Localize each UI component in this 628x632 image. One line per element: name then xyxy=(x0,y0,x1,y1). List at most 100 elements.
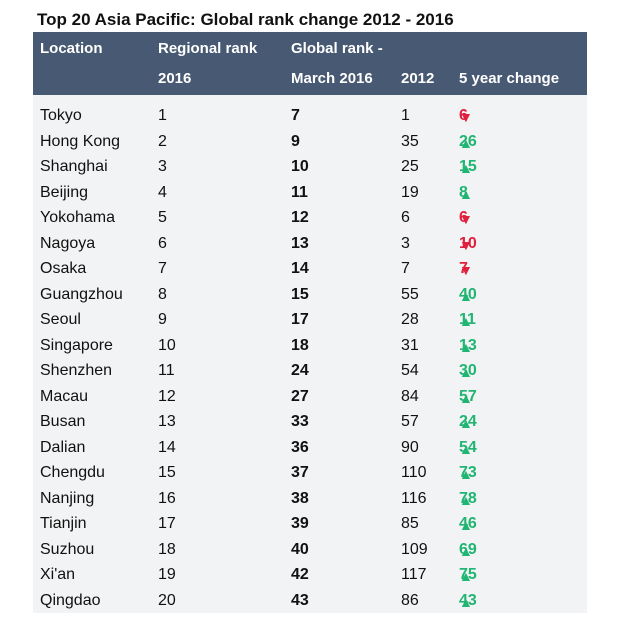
cell-rank-2012: 25 xyxy=(401,158,419,175)
table-row: Guangzhou 8 15 55 ▲ 40 xyxy=(33,282,587,308)
cell-global-rank: 11 xyxy=(291,183,308,201)
cell-regional-rank: 6 xyxy=(158,234,167,252)
change-value: 11 xyxy=(459,311,476,328)
table-row: Hong Kong 2 9 35 ▲ 26 xyxy=(33,129,587,155)
cell-location: Hong Kong xyxy=(40,132,121,150)
cell-global-rank: 15 xyxy=(291,285,309,303)
cell-rank-2012: 1 xyxy=(401,107,410,124)
cell-rank-2012: 31 xyxy=(401,336,419,354)
up-triangle-icon: ▲ xyxy=(459,542,473,559)
change-value: 46 xyxy=(459,515,477,532)
table-row: Singapore 10 18 31 ▲ 13 xyxy=(33,333,587,359)
cell-location: Nagoya xyxy=(40,234,96,252)
up-triangle-icon: ▲ xyxy=(459,415,473,431)
up-triangle-icon: ▲ xyxy=(459,313,473,329)
cell-global-rank: 13 xyxy=(291,234,309,252)
up-triangle-icon: ▲ xyxy=(459,491,473,508)
table-row: Tianjin 17 39 85 ▲ 46 xyxy=(33,511,587,537)
up-triangle-icon: ▲ xyxy=(459,440,473,457)
cell-regional-rank: 9 xyxy=(158,311,167,328)
down-triangle-icon: ▼ xyxy=(459,109,473,125)
cell-global-rank: 10 xyxy=(291,158,309,175)
cell-regional-rank: 8 xyxy=(158,285,167,303)
cell-location: Osaka xyxy=(40,260,87,277)
table-row: Nagoya 6 13 3 ▼ 10 xyxy=(33,231,587,257)
cell-5yr-change: ▼ 7 xyxy=(459,258,473,279)
cell-5yr-change: ▲ 24 xyxy=(459,411,477,432)
table-row: Shenzhen 11 24 54 ▲ 30 xyxy=(33,358,587,384)
cell-global-rank: 17 xyxy=(291,311,309,328)
cell-5yr-change: ▲ 15 xyxy=(459,156,477,177)
change-value: 10 xyxy=(459,234,477,252)
cell-rank-2012: 116 xyxy=(401,489,427,507)
cell-global-rank: 38 xyxy=(291,489,309,507)
table-row: Nanjing 16 38 116 ▲ 78 xyxy=(33,486,587,512)
change-value: 24 xyxy=(459,413,477,430)
change-value: 78 xyxy=(459,489,477,507)
cell-5yr-change: ▼ 6 xyxy=(459,207,473,228)
up-triangle-icon: ▲ xyxy=(459,593,473,610)
cell-5yr-change: ▲ 46 xyxy=(459,513,477,534)
up-triangle-icon: ▲ xyxy=(459,364,473,380)
table-row: Shanghai 3 10 25 ▲ 15 xyxy=(33,154,587,180)
header-global-date: March 2016 xyxy=(291,70,373,87)
table-body: Tokyo 1 7 1 ▼ 6 Hong Kong 2 9 35 ▲ 26 Shanghai 3 10 25 ▲… xyxy=(33,103,587,613)
cell-location: Shenzhen xyxy=(40,362,113,379)
cell-regional-rank: 2 xyxy=(158,132,167,150)
up-triangle-icon: ▲ xyxy=(459,338,473,355)
cell-location: Macau xyxy=(40,387,89,405)
cell-global-rank: 12 xyxy=(291,209,309,226)
change-value: 54 xyxy=(459,438,477,456)
cell-rank-2012: 84 xyxy=(401,387,419,405)
change-value: 15 xyxy=(459,158,477,175)
up-triangle-icon: ▲ xyxy=(459,287,473,304)
cell-rank-2012: 86 xyxy=(401,591,419,609)
header-5yr-change: 5 year change xyxy=(459,70,560,87)
table-title: Top 20 Asia Pacific: Global rank change … xyxy=(37,10,454,29)
table-row: Busan 13 33 57 ▲ 24 xyxy=(33,409,587,435)
cell-global-rank: 33 xyxy=(291,413,309,430)
cell-rank-2012: 7 xyxy=(401,260,410,277)
cell-location: Chengdu xyxy=(40,464,105,481)
cell-5yr-change: ▲ 78 xyxy=(459,488,477,509)
cell-regional-rank: 3 xyxy=(158,158,167,175)
change-value: 6 xyxy=(459,107,468,124)
cell-regional-rank: 4 xyxy=(158,183,167,201)
cell-5yr-change: ▲ 30 xyxy=(459,360,477,381)
down-triangle-icon: ▼ xyxy=(459,236,473,253)
cell-5yr-change: ▲ 40 xyxy=(459,284,477,305)
cell-location: Qingdao xyxy=(40,591,101,609)
cell-regional-rank: 5 xyxy=(158,209,167,226)
cell-5yr-change: ▲ 57 xyxy=(459,386,477,407)
header-global-rank: Global rank - xyxy=(291,40,383,57)
down-triangle-icon: ▼ xyxy=(459,211,473,227)
cell-5yr-change: ▲ 73 xyxy=(459,462,477,483)
cell-5yr-change: ▲ 75 xyxy=(459,564,477,585)
cell-global-rank: 42 xyxy=(291,566,309,583)
cell-rank-2012: 55 xyxy=(401,285,419,303)
cell-5yr-change: ▲ 26 xyxy=(459,131,477,152)
table-row: Seoul 9 17 28 ▲ 11 xyxy=(33,307,587,333)
header-regional-year: 2016 xyxy=(158,70,192,87)
cell-regional-rank: 19 xyxy=(158,566,176,583)
cell-global-rank: 9 xyxy=(291,132,300,150)
header-2012: 2012 xyxy=(401,70,435,87)
cell-location: Suzhou xyxy=(40,540,95,558)
cell-5yr-change: ▲ 11 xyxy=(459,309,476,330)
table-row: Dalian 14 36 90 ▲ 54 xyxy=(33,435,587,461)
up-triangle-icon: ▲ xyxy=(459,517,473,533)
cell-global-rank: 24 xyxy=(291,362,309,379)
cell-rank-2012: 109 xyxy=(401,540,428,558)
table-row: Osaka 7 14 7 ▼ 7 xyxy=(33,256,587,282)
cell-rank-2012: 3 xyxy=(401,234,410,252)
cell-global-rank: 37 xyxy=(291,464,309,481)
cell-global-rank: 36 xyxy=(291,438,309,456)
change-value: 69 xyxy=(459,540,477,558)
cell-location: Dalian xyxy=(40,438,86,456)
up-triangle-icon: ▲ xyxy=(459,466,473,482)
cell-rank-2012: 90 xyxy=(401,438,419,456)
cell-location: Xi'an xyxy=(40,566,76,583)
cell-rank-2012: 110 xyxy=(401,464,427,481)
cell-location: Tokyo xyxy=(40,107,82,124)
cell-location: Shanghai xyxy=(40,158,108,175)
